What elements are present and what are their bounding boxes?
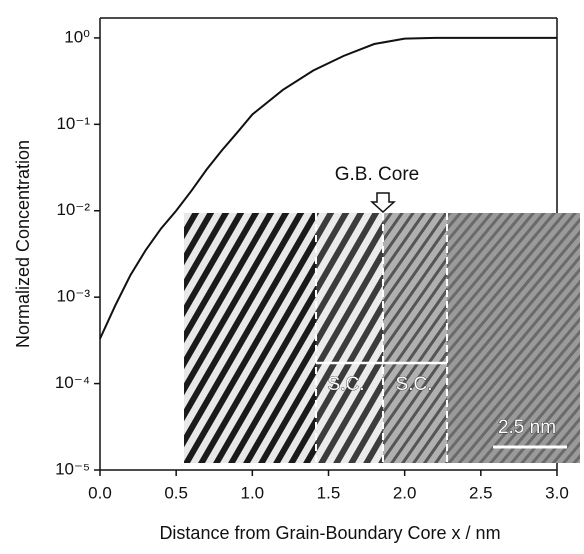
- x-tick-label: 1.5: [317, 483, 341, 502]
- annotation: G.B. Core: [335, 164, 419, 185]
- y-tick-label: 10⁻²: [56, 200, 90, 219]
- x-axis-label: Distance from Grain-Boundary Core x / nm: [159, 523, 500, 543]
- inset-image: [184, 192, 580, 463]
- annotation: S.C.: [328, 374, 365, 395]
- data-line: [99, 36, 557, 340]
- annotation: 2.5 nm: [498, 417, 556, 438]
- y-tick-label: 10⁻³: [56, 287, 90, 306]
- x-tick-label: 3.0: [545, 483, 569, 502]
- y-tick-label: 10⁻⁴: [55, 373, 90, 392]
- y-tick-label: 10⁻¹: [56, 114, 90, 133]
- annotation: S.C.: [396, 374, 433, 395]
- plot-area: [99, 36, 557, 340]
- x-tick-label: 1.0: [241, 483, 265, 502]
- y-tick-label: 10⁻⁵: [55, 459, 90, 478]
- x-tick-label: 2.0: [393, 483, 417, 502]
- x-tick-label: 0.0: [88, 483, 112, 502]
- x-tick-label: 2.5: [469, 483, 493, 502]
- x-tick-label: 0.5: [164, 483, 188, 502]
- y-axis-label: Normalized Concentration: [13, 140, 33, 348]
- y-tick-label: 10⁰: [64, 27, 90, 46]
